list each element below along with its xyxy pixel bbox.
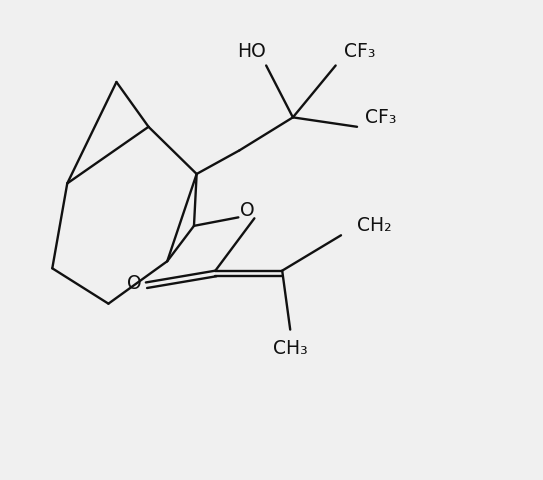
Text: O: O bbox=[240, 201, 255, 220]
Text: CH₃: CH₃ bbox=[273, 339, 307, 358]
Text: CH₂: CH₂ bbox=[357, 216, 392, 235]
Text: CF₃: CF₃ bbox=[365, 108, 396, 127]
Text: O: O bbox=[127, 274, 141, 293]
Text: HO: HO bbox=[237, 42, 266, 61]
Text: CF₃: CF₃ bbox=[344, 42, 375, 61]
